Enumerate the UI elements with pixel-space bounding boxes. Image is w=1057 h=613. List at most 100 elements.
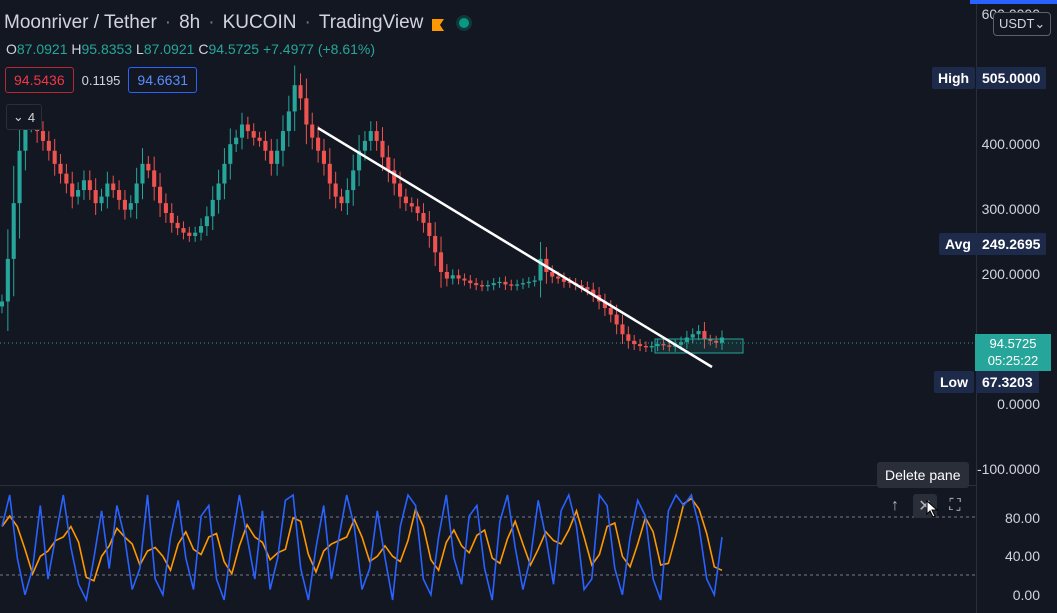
candle xyxy=(421,213,426,223)
change-value: +7.4977 (+8.61%) xyxy=(262,41,376,57)
candle xyxy=(368,131,373,141)
chevron-down-icon: ⌄ xyxy=(1034,16,1046,31)
candle xyxy=(620,324,625,335)
candle xyxy=(526,281,531,284)
candle xyxy=(234,137,239,145)
flag-icon[interactable] xyxy=(431,16,445,31)
candle-series xyxy=(0,65,725,353)
candle xyxy=(444,271,449,279)
candle xyxy=(386,157,391,171)
indicator-count: 4 xyxy=(27,109,36,125)
high-value: 95.8353 xyxy=(81,41,133,57)
low-marker-label: Low xyxy=(934,371,974,393)
candle xyxy=(374,131,379,141)
candle xyxy=(474,283,479,286)
currency-selector[interactable]: USDT⌄ xyxy=(993,12,1052,36)
candle xyxy=(316,137,321,151)
candle xyxy=(684,337,689,343)
candle xyxy=(11,203,16,259)
stoch-d-line xyxy=(1,497,723,582)
candle xyxy=(117,190,122,200)
candle xyxy=(702,330,707,340)
candle xyxy=(696,330,701,335)
candle xyxy=(602,301,607,309)
candle xyxy=(632,340,637,345)
candle xyxy=(579,285,584,288)
candle xyxy=(269,150,274,164)
candle xyxy=(105,183,110,197)
exchange-label: KUCOIN xyxy=(222,12,297,33)
candle xyxy=(661,344,666,346)
price-tick: 300.0000 xyxy=(981,201,1040,217)
candle xyxy=(357,150,362,171)
input-right-value[interactable]: 94.6631 xyxy=(128,67,198,93)
chart-canvas[interactable] xyxy=(0,0,976,613)
candle xyxy=(310,124,315,138)
avg-marker-value: 249.2695 xyxy=(976,233,1047,255)
collapse-indicators-button[interactable]: ⌄ 4 xyxy=(6,104,42,130)
price-axis[interactable]: 600.0000 400.0000 300.0000 200.0000 0.00… xyxy=(976,0,1057,613)
candle xyxy=(280,131,286,151)
candle xyxy=(163,203,168,214)
bar-countdown: 05:25:22 xyxy=(987,353,1039,368)
candle xyxy=(538,258,543,281)
candle xyxy=(321,150,326,164)
candle xyxy=(626,334,631,341)
candle xyxy=(245,124,250,132)
candle xyxy=(450,275,455,279)
candle xyxy=(438,252,444,272)
candle xyxy=(392,170,397,184)
candle xyxy=(415,206,420,214)
input-left-value[interactable]: 94.5436 xyxy=(5,67,74,93)
candle xyxy=(64,173,69,184)
axis-top-accent xyxy=(970,0,1057,4)
legend-sep: · xyxy=(208,12,215,33)
candle xyxy=(122,199,127,210)
candle xyxy=(76,190,81,197)
candle xyxy=(257,137,262,141)
move-pane-up-button[interactable]: ↑ xyxy=(883,494,907,518)
candle xyxy=(339,196,344,204)
chevron-down-icon: ⌄ xyxy=(12,109,24,124)
candle xyxy=(561,278,566,282)
candle xyxy=(567,281,572,284)
candle xyxy=(550,271,555,277)
candle xyxy=(58,163,63,174)
candle xyxy=(93,190,98,204)
candle xyxy=(40,131,46,141)
candle xyxy=(17,150,22,204)
candle xyxy=(181,228,186,233)
pane-divider[interactable] xyxy=(0,485,976,486)
last-price-value: 94.5725 xyxy=(989,336,1037,351)
candle xyxy=(719,337,725,343)
candle xyxy=(81,180,86,191)
candle xyxy=(275,150,280,164)
candle xyxy=(497,281,502,284)
mouse-cursor-icon xyxy=(926,500,939,518)
price-tick: 0.0000 xyxy=(997,396,1040,412)
market-open-icon xyxy=(459,18,470,28)
platform-label: TradingView xyxy=(318,12,424,33)
close-label: C xyxy=(198,41,209,57)
candle xyxy=(52,150,57,164)
price-tick: 400.0000 xyxy=(981,136,1040,152)
stoch-k-line xyxy=(1,492,723,603)
candle xyxy=(222,163,227,184)
high-label: H xyxy=(71,41,82,57)
candle xyxy=(667,345,672,347)
maximize-pane-button[interactable]: ⛶ xyxy=(943,494,967,518)
osc-tick: 40.00 xyxy=(1004,548,1040,564)
candle xyxy=(614,314,619,325)
candle xyxy=(708,339,713,341)
candle xyxy=(520,283,526,285)
low-value: 87.0921 xyxy=(143,41,195,57)
candle xyxy=(462,278,467,281)
open-label: O xyxy=(6,41,17,57)
candle xyxy=(433,235,438,253)
candle xyxy=(351,170,356,191)
symbol-legend[interactable]: Moonriver / Tether · 8h · KUCOIN · Tradi… xyxy=(4,12,470,34)
close-value: 94.5725 xyxy=(208,41,260,57)
candle xyxy=(468,280,473,284)
high-marker-label: High xyxy=(932,67,976,89)
